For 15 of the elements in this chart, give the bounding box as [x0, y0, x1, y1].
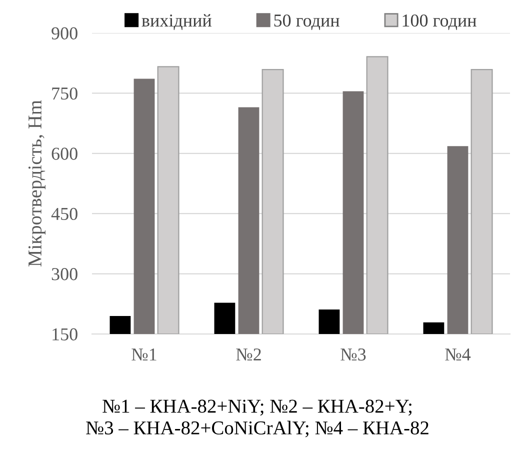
x-tick-label: №1 [132, 348, 156, 360]
y-tick-label: 600 [52, 148, 78, 160]
legend-label: вихідний [142, 14, 212, 30]
y-tick-label: 750 [52, 87, 78, 100]
legend-label: 50 годин [274, 14, 340, 30]
y-tick-label: 150 [52, 328, 78, 340]
x-tick-label: №4 [445, 348, 471, 360]
y-axis-title: Мікротвердість, Нm [28, 100, 46, 267]
text: №1 – КНА-82+NiY; №2 – КНА-82+Y; №3 – КНА-82+CoNiCrAlY; №4 – КНА-82 [86, 400, 428, 438]
x-tick-label: №3 [340, 348, 366, 361]
legend-label: 100 годин [402, 14, 476, 30]
y-tick-label: 900 [52, 27, 78, 40]
y-tick-label: 450 [51, 208, 78, 220]
x-tick-label: №2 [236, 348, 261, 360]
y-tick-label: 300 [52, 268, 78, 280]
